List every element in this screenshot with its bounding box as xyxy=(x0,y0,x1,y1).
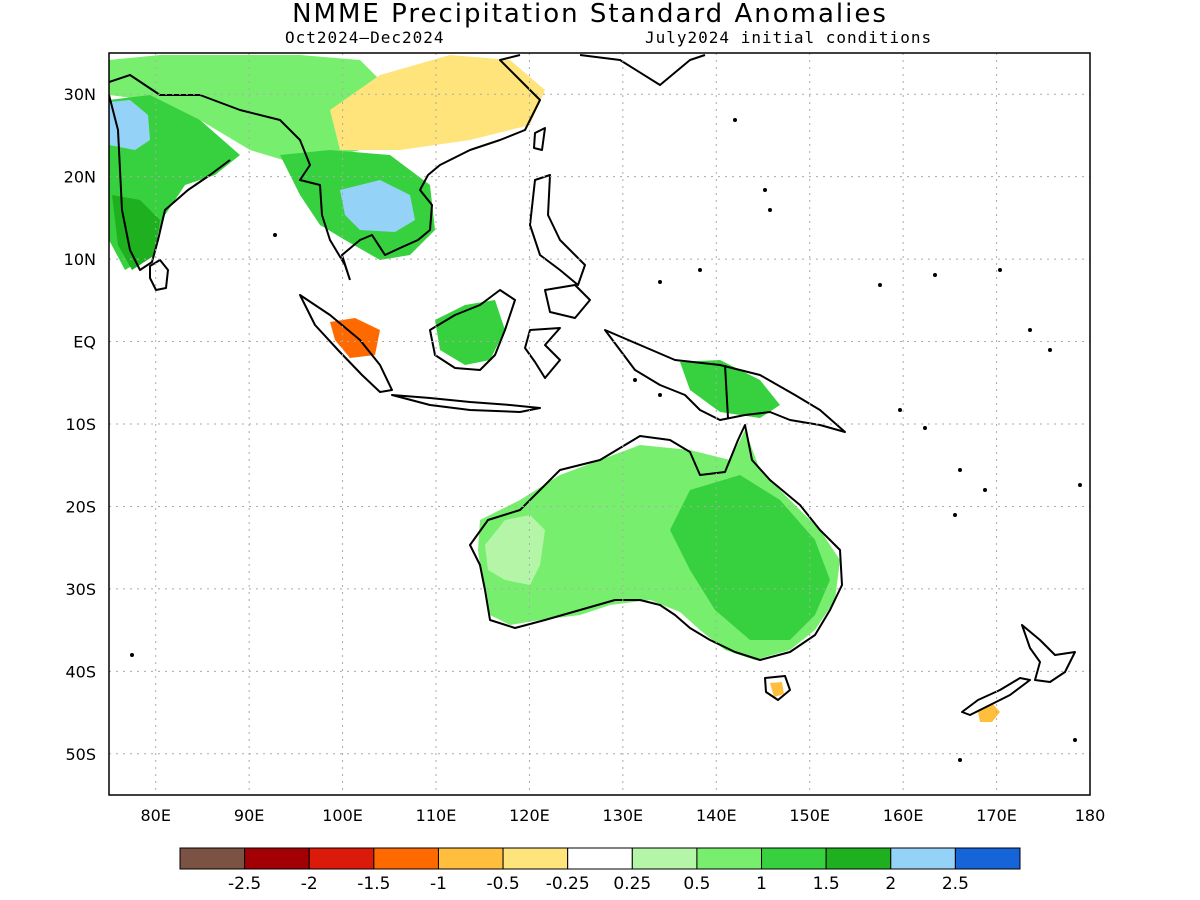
colorbar-swatch xyxy=(437,847,504,870)
lon-tick-label: 160E xyxy=(883,806,924,825)
sumatra-dry xyxy=(330,318,380,358)
colorbar-swatch xyxy=(179,847,246,870)
australia-east-wet xyxy=(670,475,830,640)
graticule xyxy=(109,53,1090,795)
map-content xyxy=(109,54,1082,762)
tibet-wet xyxy=(109,55,400,165)
colorbar-label: -0.5 xyxy=(486,874,519,894)
colorbar-swatch xyxy=(244,847,310,870)
lon-tick-label: 150E xyxy=(789,806,830,825)
lat-tick-label: 30S xyxy=(65,580,96,599)
small-islands xyxy=(130,118,1082,762)
colorbar-swatch xyxy=(696,847,763,870)
colorbar-label: 2 xyxy=(885,874,896,894)
colorbar-swatch xyxy=(308,847,375,870)
lon-tick-label: 140E xyxy=(696,806,737,825)
west-australia-slightly-wet xyxy=(485,515,545,585)
lon-tick-label: 90E xyxy=(234,806,264,825)
lat-tick-label: 20S xyxy=(65,497,96,516)
anomaly-shading xyxy=(109,55,1000,722)
india-south-wet xyxy=(112,195,160,270)
map-title: NMME Precipitation Standard Anomalies xyxy=(292,0,888,29)
colorbar-swatch xyxy=(631,847,698,870)
lon-tick-label: 180 xyxy=(1075,806,1106,825)
colorbar-swatch xyxy=(890,847,956,870)
colorbar-label: 2.5 xyxy=(942,874,969,894)
colorbar-swatch xyxy=(954,847,1021,870)
map-frame xyxy=(108,52,1091,796)
lon-tick-label: 120E xyxy=(509,806,550,825)
colorbar-swatch xyxy=(825,847,892,870)
colorbar: -2.5 -2 -1.5 -1 -0.5 -0.25 0.25 0.5 1 1.5 2 2.5 xyxy=(179,847,1021,894)
latitude-labels: 30N 20N 10N EQ 10S 20S 30S 40S 50S xyxy=(64,85,96,764)
coastlines xyxy=(109,54,1076,716)
colorbar-swatch xyxy=(502,847,569,870)
colorbar-label: -1.5 xyxy=(357,874,390,894)
colorbar-label: 1.5 xyxy=(813,874,840,894)
colorbar-label: -0.25 xyxy=(546,874,590,894)
new-zealand-south-dry xyxy=(978,703,1000,722)
new-guinea-wet xyxy=(680,360,780,418)
lon-tick-label: 80E xyxy=(140,806,170,825)
lat-tick-label: EQ xyxy=(73,333,96,352)
lon-tick-label: 170E xyxy=(976,806,1017,825)
forecast-period: Oct2024–Dec2024 xyxy=(285,28,445,47)
lon-tick-label: 100E xyxy=(322,806,363,825)
colorbar-label: -2 xyxy=(301,874,318,894)
tasmania-dry xyxy=(770,682,784,697)
lat-tick-label: 30N xyxy=(64,85,96,104)
lon-tick-label: 130E xyxy=(603,806,644,825)
south-china-dry xyxy=(330,55,545,150)
colorbar-swatch xyxy=(567,847,633,870)
lat-tick-label: 40S xyxy=(65,662,96,681)
lat-tick-label: 50S xyxy=(65,745,96,764)
colorbar-label: 0.5 xyxy=(683,874,710,894)
colorbar-label: -2.5 xyxy=(228,874,261,894)
thailand-very-wet xyxy=(340,180,415,232)
lon-tick-label: 110E xyxy=(416,806,457,825)
colorbar-label: -1 xyxy=(430,874,447,894)
longitude-labels: 80E 90E 100E 110E 120E 130E 140E 150E 160E 170E 18… xyxy=(140,806,1105,825)
colorbar-label: 0.25 xyxy=(613,874,651,894)
colorbar-swatch xyxy=(373,847,439,870)
colorbar-label: 1 xyxy=(756,874,767,894)
initial-conditions: July2024 initial conditions xyxy=(645,28,933,47)
colorbar-swatch xyxy=(761,847,827,870)
lat-tick-label: 10S xyxy=(65,415,96,434)
lat-tick-label: 10N xyxy=(64,250,96,269)
lat-tick-label: 20N xyxy=(64,168,96,187)
